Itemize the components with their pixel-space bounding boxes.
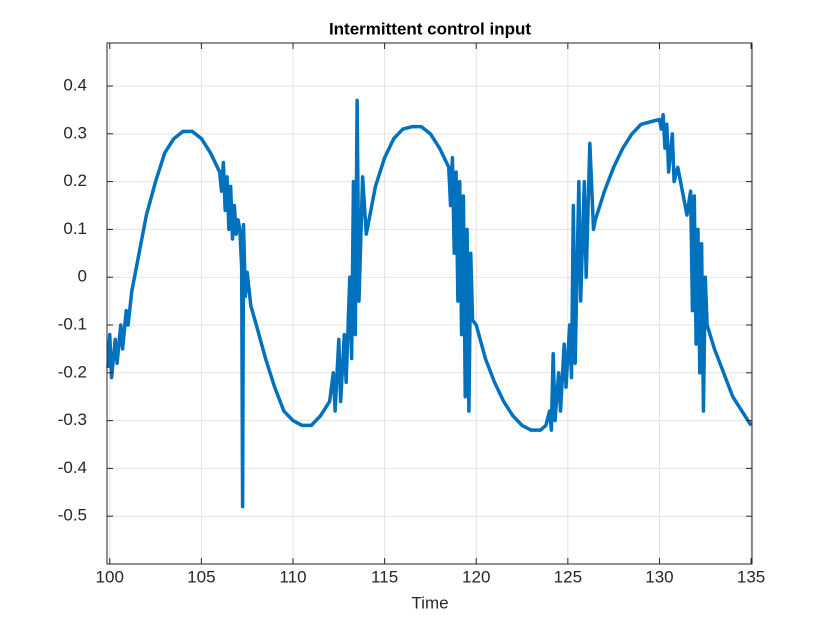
data-line: [106, 98, 753, 509]
ticks: 100 105 110 115 120 125 130 135 -0.5 -0.4 -0.3 -0.2…: [58, 43, 765, 586]
grid: [107, 43, 752, 564]
y-tick-label: -0.3: [58, 410, 87, 429]
x-tick-label: 130: [645, 567, 673, 586]
axes-box: [106, 42, 753, 565]
y-tick-label: 0.1: [63, 219, 87, 238]
x-tick-label: 125: [554, 567, 582, 586]
y-tick-label: 0: [78, 267, 87, 286]
y-tick-label: 0.2: [63, 171, 87, 190]
y-tick-label: -0.2: [58, 362, 87, 381]
x-tick-label: 135: [737, 567, 765, 586]
y-tick-label: 0.3: [63, 123, 87, 142]
y-tick-label: -0.4: [58, 458, 87, 477]
chart-title: Intermittent control input: [329, 19, 531, 38]
x-tick-label: 120: [462, 567, 490, 586]
y-tick-label: -0.5: [58, 506, 87, 525]
plot-area: [107, 43, 752, 564]
x-tick-label: 115: [371, 567, 398, 586]
y-tick-label: 0.4: [63, 76, 87, 95]
x-tick-label: 110: [279, 567, 306, 586]
x-tick-label: 105: [187, 567, 215, 586]
x-tick-label: 100: [96, 567, 124, 586]
plot: [106, 98, 753, 509]
y-tick-label: -0.1: [58, 314, 87, 333]
x-axis-label: Time: [411, 593, 448, 612]
